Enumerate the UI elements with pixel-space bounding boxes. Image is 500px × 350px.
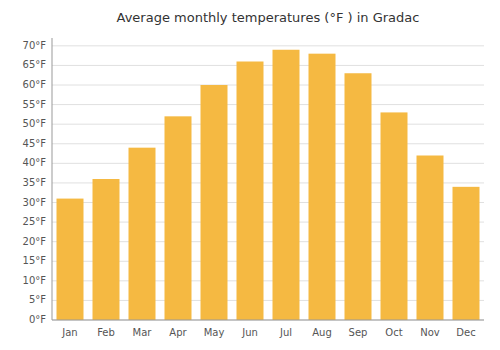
y-grid	[52, 46, 484, 320]
x-tick-label: Jan	[61, 327, 77, 338]
bars	[57, 50, 480, 320]
x-tick-labels: Jan Feb Mar Apr May Jun Jul Aug Sep Oct Nov Dec	[61, 327, 475, 338]
x-tick-label: Sep	[349, 327, 368, 338]
x-tick-label: Oct	[385, 327, 402, 338]
grid-line	[52, 124, 484, 125]
x-tick-label: Dec	[456, 327, 475, 338]
y-tick-label: 15°F	[23, 255, 47, 266]
y-tick-label: 55°F	[23, 99, 47, 110]
x-axis-line	[52, 320, 484, 321]
y-tick-label: 70°F	[23, 40, 47, 51]
x-tick-label: Aug	[312, 327, 332, 338]
chart-container: 0°F 5°F 10°F 15°F 20°F 25°F 30°F 35°F 40°F 45°F 50…	[0, 0, 500, 350]
bar	[93, 179, 120, 320]
grid-line	[52, 65, 484, 66]
page: {"chart_data": {"type": "bar", "title": …	[0, 0, 500, 350]
bar	[129, 148, 156, 320]
grid-line	[52, 143, 484, 144]
grid-line	[52, 104, 484, 105]
bar	[201, 85, 228, 320]
y-tick-label: 30°F	[23, 197, 47, 208]
y-tick-label: 60°F	[23, 79, 47, 90]
bar	[345, 73, 372, 320]
bar	[417, 156, 444, 321]
chart-title: Average monthly temperatures (°F ) in Gr…	[117, 10, 420, 25]
x-tick-label: Feb	[97, 327, 115, 338]
y-tick-label: 20°F	[23, 236, 47, 247]
bar	[57, 199, 84, 320]
x-tick-label: Mar	[133, 327, 153, 338]
x-tick-label: May	[204, 327, 225, 338]
y-axis-line	[52, 38, 53, 320]
y-tick-label: 50°F	[23, 118, 47, 129]
bar	[165, 116, 192, 320]
y-tick-label: 10°F	[23, 275, 47, 286]
bar	[237, 62, 264, 321]
x-tick-label: Jun	[241, 327, 258, 338]
grid-line	[52, 45, 484, 46]
y-tick-label: 25°F	[23, 216, 47, 227]
x-tick-label: Apr	[169, 327, 187, 338]
grid-line	[52, 85, 484, 86]
y-tick-label: 0°F	[29, 314, 46, 325]
y-tick-label: 40°F	[23, 157, 47, 168]
x-tick-label: Nov	[420, 327, 440, 338]
bar	[273, 50, 300, 320]
chart-svg: 0°F 5°F 10°F 15°F 20°F 25°F 30°F 35°F 40°F 45°F 50…	[0, 0, 500, 350]
y-tick-label: 45°F	[23, 138, 47, 149]
bar	[453, 187, 480, 320]
bar	[381, 112, 408, 320]
grid-line	[52, 320, 484, 321]
y-tick-labels: 0°F 5°F 10°F 15°F 20°F 25°F 30°F 35°F 40°F 45°F 50…	[23, 40, 47, 325]
y-tick-label: 5°F	[29, 294, 46, 305]
bar	[309, 54, 336, 320]
x-tick-label: Jul	[279, 327, 292, 338]
y-tick-label: 65°F	[23, 59, 47, 70]
y-tick-label: 35°F	[23, 177, 47, 188]
